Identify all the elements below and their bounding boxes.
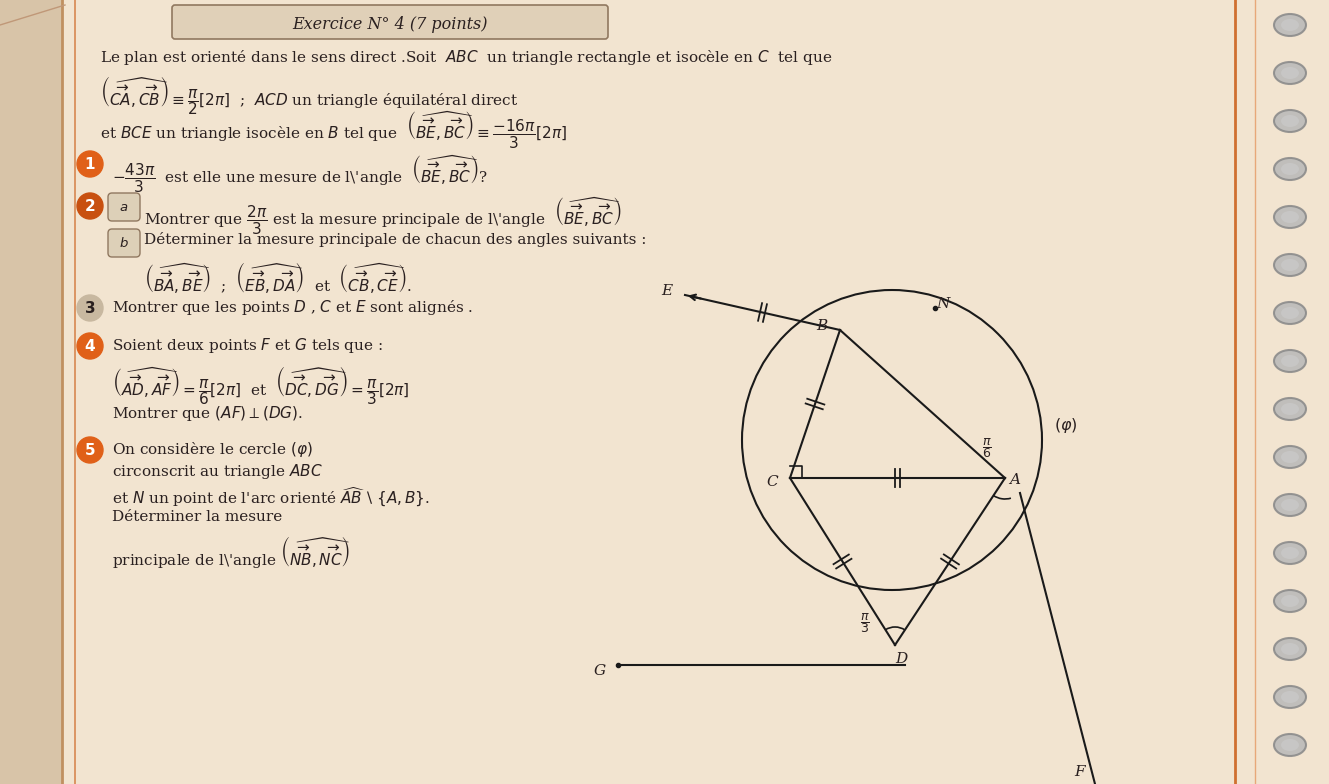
Text: E: E	[662, 284, 672, 298]
Text: Soient deux points $F$ et $G$ tels que :: Soient deux points $F$ et $G$ tels que :	[112, 336, 383, 355]
Circle shape	[77, 333, 104, 359]
Ellipse shape	[1275, 446, 1306, 468]
Text: Exercice N° 4 (7 points): Exercice N° 4 (7 points)	[292, 16, 488, 32]
Ellipse shape	[1275, 686, 1306, 708]
Ellipse shape	[1281, 163, 1298, 175]
Text: $\left(\widehat{\overrightarrow{AD},\overrightarrow{AF}}\right) = \dfrac{\pi}{6}: $\left(\widehat{\overrightarrow{AD},\ove…	[112, 364, 409, 407]
Ellipse shape	[1275, 254, 1306, 276]
FancyBboxPatch shape	[108, 229, 140, 257]
Text: D: D	[894, 652, 908, 666]
Ellipse shape	[1275, 62, 1306, 84]
Text: circonscrit au triangle $ABC$: circonscrit au triangle $ABC$	[112, 462, 323, 481]
FancyBboxPatch shape	[108, 193, 140, 221]
Text: A: A	[1010, 473, 1021, 487]
Ellipse shape	[1281, 451, 1298, 463]
Text: On considère le cercle $(\varphi)$: On considère le cercle $(\varphi)$	[112, 440, 312, 459]
Ellipse shape	[1275, 110, 1306, 132]
Text: et $N$ un point de l'arc orienté $\widehat{AB}\setminus\{A,B\}$.: et $N$ un point de l'arc orienté $\wideh…	[112, 486, 431, 510]
Ellipse shape	[1281, 19, 1298, 31]
Text: a: a	[120, 201, 128, 213]
Text: Montrer que $\dfrac{2\pi}{3}$ est la mesure principale de l\'angle  $\left(\wide: Montrer que $\dfrac{2\pi}{3}$ est la mes…	[144, 196, 622, 238]
Ellipse shape	[1275, 542, 1306, 564]
Ellipse shape	[1275, 638, 1306, 660]
Text: Le plan est orienté dans le sens direct .Soit  $ABC$  un triangle rectangle et i: Le plan est orienté dans le sens direct …	[100, 48, 832, 67]
Ellipse shape	[1275, 206, 1306, 228]
Ellipse shape	[1281, 259, 1298, 271]
Text: Montrer que les points $D$ , $C$ et $E$ sont alignés .: Montrer que les points $D$ , $C$ et $E$ …	[112, 298, 473, 317]
Ellipse shape	[1281, 115, 1298, 127]
Text: 5: 5	[85, 442, 96, 458]
Text: $\dfrac{\pi}{6}$: $\dfrac{\pi}{6}$	[982, 436, 991, 460]
Text: $\left(\widehat{\overrightarrow{CA},\overrightarrow{CB}}\right) \equiv \dfrac{\p: $\left(\widehat{\overrightarrow{CA},\ove…	[100, 74, 518, 117]
Text: $\dfrac{\pi}{3}$: $\dfrac{\pi}{3}$	[860, 611, 870, 635]
Bar	[0, 0, 62, 784]
Ellipse shape	[1275, 302, 1306, 324]
Text: $-\dfrac{43\pi}{3}$  est elle une mesure de l\'angle  $\left(\widehat{\overright: $-\dfrac{43\pi}{3}$ est elle une mesure …	[112, 154, 488, 195]
Text: 3: 3	[85, 300, 96, 315]
Ellipse shape	[1275, 398, 1306, 420]
Ellipse shape	[1275, 494, 1306, 516]
Ellipse shape	[1281, 211, 1298, 223]
Ellipse shape	[1281, 691, 1298, 703]
Ellipse shape	[1281, 643, 1298, 655]
Text: 4: 4	[85, 339, 96, 354]
Ellipse shape	[1281, 355, 1298, 367]
Ellipse shape	[1281, 595, 1298, 607]
Text: Montrer que $(AF) \perp (DG)$.: Montrer que $(AF) \perp (DG)$.	[112, 404, 303, 423]
Text: N: N	[937, 297, 950, 311]
Text: principale de l\'angle $\left(\widehat{\overrightarrow{NB},\overrightarrow{NC}}\: principale de l\'angle $\left(\widehat{\…	[112, 534, 351, 570]
Ellipse shape	[1275, 590, 1306, 612]
Ellipse shape	[1275, 14, 1306, 36]
Text: $\left(\widehat{\overrightarrow{BA},\overrightarrow{BE}}\right)$  ;  $\left(\wid: $\left(\widehat{\overrightarrow{BA},\ove…	[144, 260, 412, 295]
Text: Déterminer la mesure: Déterminer la mesure	[112, 510, 282, 524]
Text: 2: 2	[85, 198, 96, 213]
Ellipse shape	[1281, 739, 1298, 751]
Text: $(\varphi)$: $(\varphi)$	[1054, 416, 1078, 434]
FancyBboxPatch shape	[171, 5, 607, 39]
Text: 1: 1	[85, 157, 96, 172]
Circle shape	[77, 151, 104, 177]
Ellipse shape	[1281, 307, 1298, 319]
Ellipse shape	[1281, 403, 1298, 415]
Ellipse shape	[1275, 734, 1306, 756]
Text: F: F	[1075, 765, 1086, 779]
Text: et $BCE$ un triangle isocèle en $B$ tel que  $\left(\widehat{\overrightarrow{BE}: et $BCE$ un triangle isocèle en $B$ tel …	[100, 110, 567, 151]
Text: C: C	[767, 475, 777, 489]
Text: G: G	[594, 664, 606, 678]
Circle shape	[77, 295, 104, 321]
Ellipse shape	[1281, 67, 1298, 79]
Text: Déterminer la mesure principale de chacun des angles suivants :: Déterminer la mesure principale de chacu…	[144, 232, 646, 247]
Ellipse shape	[1275, 350, 1306, 372]
Circle shape	[77, 193, 104, 219]
Circle shape	[77, 437, 104, 463]
Text: B: B	[816, 319, 828, 333]
Text: b: b	[120, 237, 128, 249]
Ellipse shape	[1281, 547, 1298, 559]
Ellipse shape	[1275, 158, 1306, 180]
Ellipse shape	[1281, 499, 1298, 511]
